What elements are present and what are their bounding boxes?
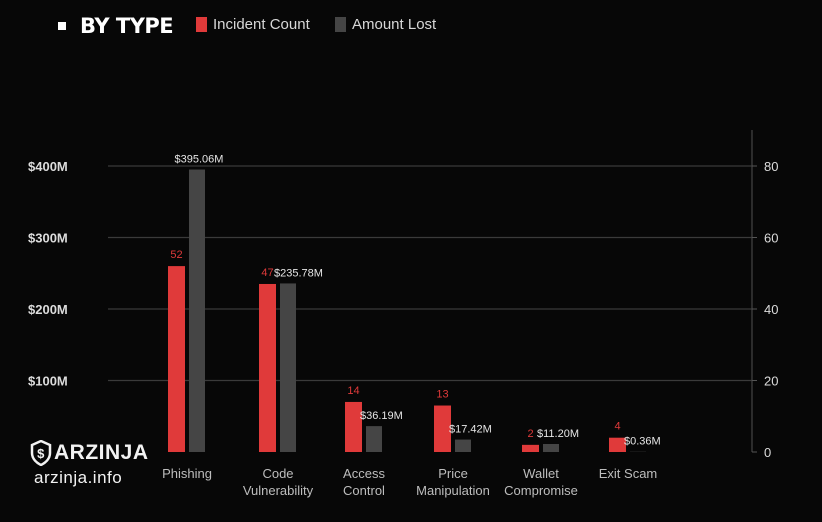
bar-incident-count [609, 437, 626, 452]
bar-amount-lost [280, 283, 296, 452]
y-right-tick-label: 40 [764, 302, 778, 317]
svg-text:$: $ [37, 446, 45, 461]
y-left-tick-label: $400M [28, 159, 68, 174]
legend-label-amount-lost: Amount Lost [352, 16, 437, 33]
x-category-label: Wallet [523, 466, 559, 481]
y-right-tick-label: 80 [764, 159, 778, 174]
bar-incident-count [345, 401, 362, 452]
x-category-label: Phishing [162, 466, 212, 481]
data-label-amount-lost: $0.36M [624, 436, 661, 448]
watermark-brand: ARZINJA [54, 441, 149, 464]
y-right-tick-label: 0 [764, 445, 771, 460]
shield-dollar-icon: $ [30, 440, 52, 466]
x-category-label: Exit Scam [599, 466, 658, 481]
chart-title: BY TYPE [80, 14, 174, 38]
chart-title-row: BY TYPE [58, 14, 174, 38]
bar-incident-count [522, 444, 539, 452]
y-left-tick-label: $100M [28, 374, 68, 389]
data-label-amount-lost: $395.06M [175, 154, 224, 166]
watermark: $ ARZINJA arzinja.info [30, 440, 149, 488]
data-label-amount-lost: $11.20M [537, 428, 579, 440]
bar-amount-lost [455, 439, 471, 452]
bar-incident-count [434, 405, 451, 452]
y-left-tick-label: $200M [28, 302, 68, 317]
legend-label-incident-count: Incident Count [213, 16, 310, 33]
x-category-label: Compromise [504, 483, 578, 498]
data-label-amount-lost: $17.42M [449, 424, 492, 436]
legend-item-incident-count: Incident Count [196, 16, 310, 33]
legend-swatch-amount-lost [335, 17, 346, 32]
data-label-amount-lost: $235.78M [274, 267, 323, 279]
x-category-label: Control [343, 483, 385, 498]
x-category-label: Code [262, 466, 293, 481]
data-label-incident-count: 52 [170, 249, 182, 261]
x-category-label: Manipulation [416, 483, 490, 498]
y-right-tick-label: 20 [764, 374, 778, 389]
data-label-incident-count: 4 [614, 421, 620, 433]
y-left-tick-label: $300M [28, 231, 68, 246]
bar-amount-lost [189, 169, 205, 452]
y-right-tick-label: 60 [764, 231, 778, 246]
x-category-label: Vulnerability [243, 483, 314, 498]
legend-item-amount-lost: Amount Lost [335, 16, 436, 33]
bar-amount-lost [366, 426, 382, 452]
data-label-incident-count: 13 [436, 389, 448, 401]
data-label-incident-count: 47 [261, 267, 273, 279]
data-label-amount-lost: $36.19M [360, 410, 403, 422]
bar-incident-count [259, 283, 276, 452]
data-label-incident-count: 14 [347, 385, 359, 397]
x-category-label: Price [438, 466, 468, 481]
title-bullet-icon [58, 22, 66, 30]
bar-incident-count [168, 266, 185, 452]
bar-amount-lost [543, 443, 559, 452]
data-label-incident-count: 2 [527, 428, 533, 440]
watermark-site: arzinja.info [34, 468, 123, 487]
x-category-label: Access [343, 466, 385, 481]
legend-swatch-incident-count [196, 17, 207, 32]
